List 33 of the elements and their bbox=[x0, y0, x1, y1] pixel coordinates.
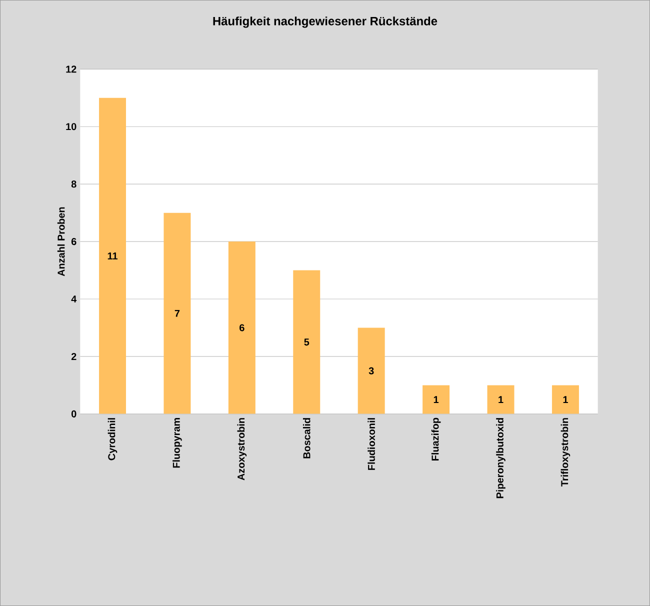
data-label: 11 bbox=[108, 252, 118, 260]
bar bbox=[358, 328, 385, 414]
data-label: 3 bbox=[368, 367, 374, 374]
data-label: 7 bbox=[174, 310, 180, 317]
y-tick-label: 8 bbox=[71, 180, 76, 188]
bar bbox=[487, 385, 514, 414]
data-label: 5 bbox=[304, 338, 310, 346]
bar bbox=[99, 98, 126, 414]
data-label: 1 bbox=[498, 396, 504, 403]
data-label: 1 bbox=[563, 396, 568, 403]
y-tick-label: 4 bbox=[71, 296, 77, 302]
y-tick-label: 6 bbox=[71, 238, 76, 246]
bar bbox=[422, 385, 450, 414]
x-tick-label: Piperonylbutoxid bbox=[496, 418, 506, 498]
bar bbox=[552, 385, 579, 414]
data-label: 1 bbox=[434, 396, 439, 403]
x-tick-label: Fluopyram bbox=[172, 418, 182, 468]
x-tick-label: Trifloxystrobin bbox=[560, 418, 570, 486]
bar bbox=[293, 270, 320, 414]
x-tick-label: Cyrodinil bbox=[108, 418, 118, 460]
bar bbox=[228, 242, 256, 414]
x-tick-label: Azoxystrobin bbox=[237, 418, 247, 480]
chart-title: Häufigkeit nachgewiesener Rückstände bbox=[213, 16, 438, 28]
y-tick-label: 2 bbox=[71, 353, 76, 360]
data-label: 6 bbox=[240, 324, 244, 332]
x-tick-label: Fludioxonil bbox=[368, 418, 375, 470]
bar bbox=[164, 212, 191, 414]
x-tick-label: Boscalid bbox=[302, 418, 310, 458]
y-tick-label: 0 bbox=[71, 410, 76, 418]
y-tick-label: 10 bbox=[66, 123, 76, 130]
y-axis-title: Anzahl Proben bbox=[57, 207, 65, 276]
y-tick-label: 12 bbox=[66, 66, 76, 73]
x-tick-label: Fluazifop bbox=[431, 418, 441, 460]
